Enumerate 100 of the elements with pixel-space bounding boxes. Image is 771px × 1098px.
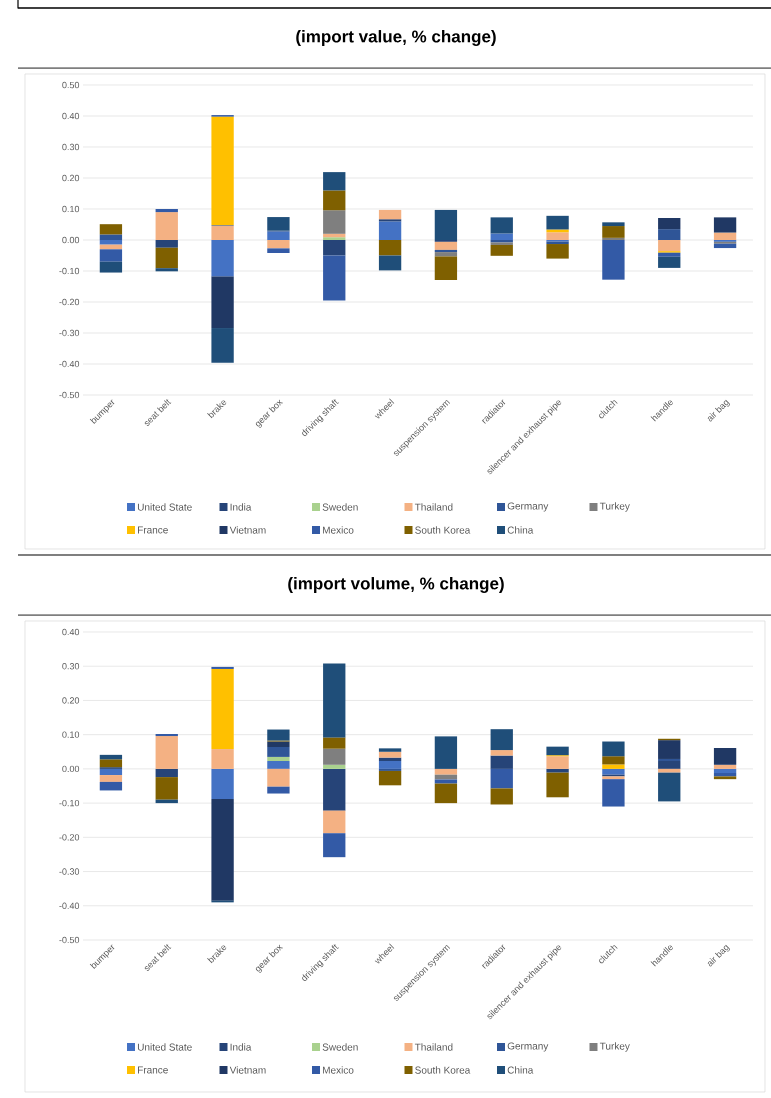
bar	[211, 240, 234, 277]
bar	[211, 666, 234, 669]
legend-label: South Korea	[415, 1066, 471, 1074]
bar	[99, 781, 123, 791]
bar	[99, 234, 123, 240]
legend-label: Mexico	[323, 526, 354, 534]
y-tick-label: 0.10	[62, 731, 80, 738]
bar	[323, 810, 346, 834]
bar	[546, 772, 569, 798]
bar	[211, 749, 234, 769]
y-tick-label: -0.30	[59, 329, 80, 337]
bar	[378, 209, 402, 220]
bar	[434, 768, 458, 775]
bar	[490, 217, 513, 234]
bar	[211, 276, 234, 329]
legend-label: Thailand	[414, 503, 453, 511]
bar	[267, 756, 290, 762]
bar	[99, 249, 123, 262]
chart-title: (import volume, % change)	[288, 577, 504, 593]
bar	[490, 729, 513, 751]
bar	[267, 786, 290, 794]
y-tick-label: 0.20	[62, 174, 80, 182]
bar	[267, 741, 290, 747]
legend-label: United State	[137, 503, 192, 511]
bar	[490, 755, 513, 769]
x-tick-label: seat belt	[144, 944, 172, 972]
bar	[434, 779, 458, 784]
bar	[155, 209, 178, 213]
bar	[713, 217, 737, 233]
bar	[267, 768, 290, 787]
bar	[323, 210, 346, 234]
bar	[602, 226, 625, 238]
legend-label: Turkey	[599, 1042, 630, 1052]
bar	[323, 764, 346, 769]
bar	[155, 736, 178, 769]
bar	[434, 249, 458, 253]
bar	[211, 668, 234, 750]
bar	[267, 231, 290, 240]
y-tick-label: 0.10	[62, 205, 80, 213]
x-tick-label: air bag	[707, 944, 730, 967]
bar	[434, 241, 458, 250]
bar	[155, 733, 178, 737]
bar	[490, 750, 513, 756]
bar	[323, 748, 346, 765]
legend-label: Vietnam	[229, 526, 266, 534]
bar	[602, 768, 625, 775]
bar	[267, 240, 290, 249]
legend-label: France	[138, 1066, 168, 1074]
bar	[546, 768, 569, 773]
legend-label: China	[507, 526, 534, 534]
legend-label: Germany	[507, 502, 549, 512]
bar	[602, 237, 625, 240]
bar	[546, 756, 569, 769]
bar	[434, 209, 458, 240]
bar	[267, 761, 290, 769]
x-tick-label: seat belt	[144, 399, 172, 427]
chart-title: (import value, % change)	[296, 30, 496, 46]
bar	[490, 233, 513, 240]
bar	[378, 751, 402, 758]
bar	[155, 268, 178, 272]
bar	[546, 232, 569, 240]
bar	[434, 736, 458, 769]
bar	[658, 772, 681, 802]
bar	[99, 759, 123, 768]
y-tick-label: 0.30	[62, 143, 80, 151]
bar	[267, 217, 290, 231]
legend-label: Sweden	[322, 503, 358, 511]
y-tick-label: -0.10	[59, 267, 80, 275]
x-tick-label: air bag	[707, 399, 730, 422]
bar	[378, 770, 402, 786]
legend-label: South Korea	[415, 526, 471, 534]
bar	[378, 761, 402, 769]
bar	[323, 833, 346, 858]
bar	[658, 740, 681, 759]
bar	[434, 252, 458, 257]
bar	[713, 764, 737, 769]
bar	[323, 768, 346, 811]
y-tick-label: 0.40	[62, 112, 80, 120]
bar	[602, 240, 625, 280]
y-tick-label: 0.20	[62, 697, 80, 704]
bar	[490, 244, 513, 256]
bar	[323, 190, 346, 211]
legend-label: Turkey	[599, 502, 630, 512]
legend-label: France	[138, 526, 168, 534]
bar	[378, 768, 402, 771]
bar	[211, 799, 234, 901]
bar	[378, 240, 402, 256]
bar	[267, 248, 290, 254]
legend-label: Mexico	[323, 1066, 354, 1074]
bar	[602, 222, 625, 227]
bar	[713, 768, 737, 773]
bar	[658, 229, 681, 240]
legend-label: Sweden	[322, 1043, 358, 1051]
y-tick-label: -0.20	[59, 834, 80, 841]
legend-label: India	[230, 1043, 252, 1051]
bar	[658, 252, 681, 257]
bar	[99, 240, 123, 245]
bar	[267, 746, 290, 757]
bar	[490, 768, 513, 789]
bar	[713, 232, 737, 240]
